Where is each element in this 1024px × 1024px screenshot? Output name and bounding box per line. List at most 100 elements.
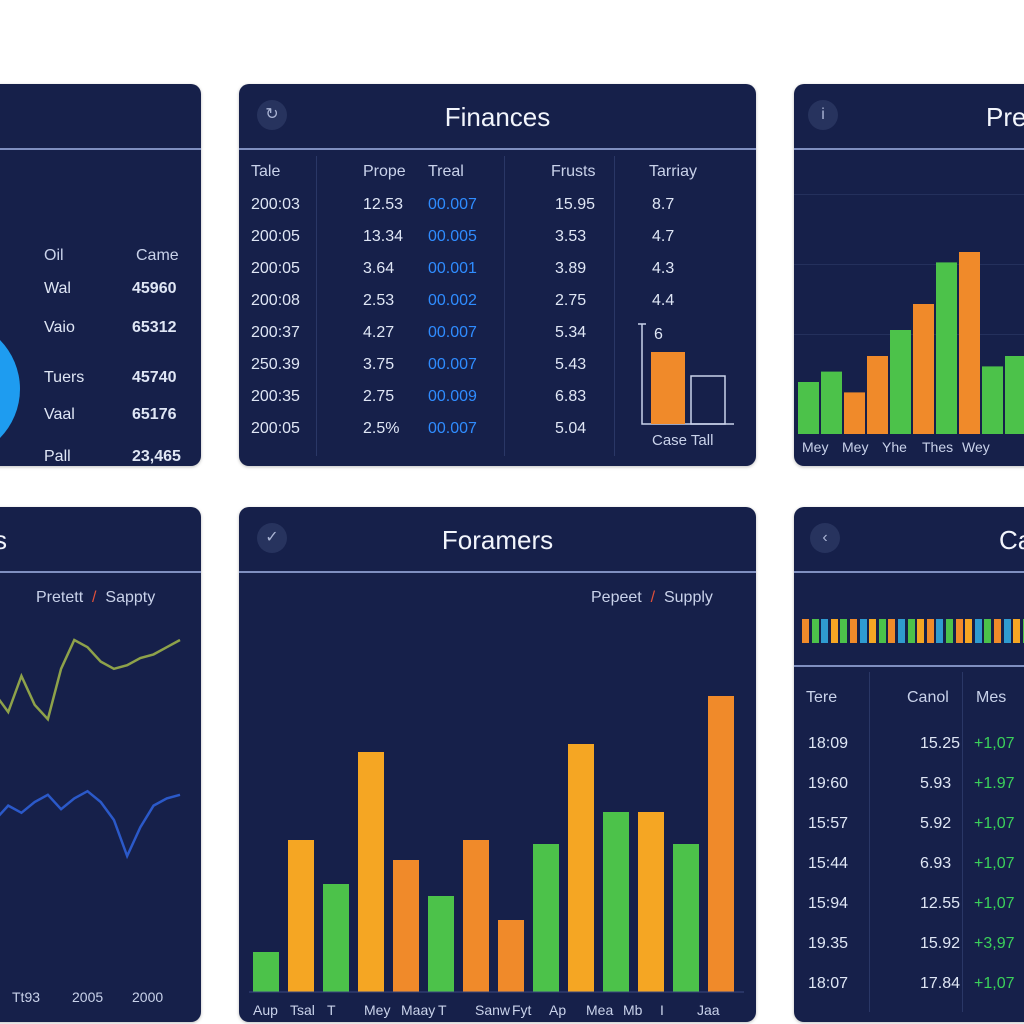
finances-cell: 00.005 bbox=[428, 228, 477, 245]
finances-mini-chart: 6 Case Tall bbox=[638, 323, 734, 449]
trend-legend: Pretett / Sappty bbox=[36, 589, 156, 606]
finances-cell: 3.89 bbox=[555, 260, 587, 277]
pre-bar bbox=[821, 371, 842, 434]
foramers-bar bbox=[638, 812, 664, 992]
pre-title: Pre bbox=[986, 102, 1024, 132]
finances-cell: 4.27 bbox=[363, 324, 395, 341]
legend-label-a: Pretett bbox=[36, 589, 84, 606]
color-stripe bbox=[869, 619, 877, 643]
foramers-legend: Pepeet / Supply bbox=[591, 589, 713, 606]
finances-cell: 2.75 bbox=[363, 388, 395, 405]
finances-cell: 5.34 bbox=[555, 324, 587, 341]
summary-col-header-2: Came bbox=[136, 247, 179, 264]
pre-bar-chart: Mey Mey Yhe Thes Wey bbox=[798, 252, 1024, 455]
ca-card: ‹ Ca Tere Canol Mes 18:09 15.25 +1,07 19:60… bbox=[794, 507, 1024, 1022]
pre-x-label: Mey bbox=[802, 439, 828, 455]
finances-col-prope: Prope bbox=[363, 163, 406, 180]
foramers-bar bbox=[533, 844, 559, 992]
pre-x-label: Mey bbox=[842, 439, 868, 455]
foramers-x-label: T bbox=[438, 1002, 447, 1018]
ca-col-canol: Canol bbox=[907, 689, 949, 706]
pre-bar bbox=[867, 356, 888, 434]
finances-title: Finances bbox=[444, 102, 551, 132]
finances-col-tale: Tale bbox=[251, 163, 281, 180]
summary-row-label: Tuers bbox=[44, 369, 85, 386]
color-stripe bbox=[878, 619, 886, 643]
pre-bar bbox=[913, 304, 934, 434]
foramers-card: ✓ Foramers Pepeet / Supply Aup Tsal T Mey Ma… bbox=[239, 507, 756, 1022]
refresh-icon[interactable]: ↻ bbox=[257, 100, 287, 130]
pre-card-header: i Pre bbox=[794, 84, 1024, 150]
finances-col-frusts: Frusts bbox=[551, 163, 596, 180]
ca-title: Ca bbox=[999, 525, 1024, 555]
foramers-x-label: Mea bbox=[586, 1002, 613, 1018]
trend-x-label: 2000 bbox=[132, 989, 163, 1005]
finances-cell: 3.64 bbox=[363, 260, 395, 277]
ca-cell: +1.97 bbox=[974, 775, 1015, 792]
summary-row-value: 65312 bbox=[132, 319, 177, 336]
foramers-bar bbox=[288, 840, 314, 992]
foramers-x-label: Fyt bbox=[512, 1002, 532, 1018]
foramers-bar-chart: Aup Tsal T Mey Maay T Sanw Fyt Ap Mea Mb I Jaa bbox=[249, 696, 744, 1018]
color-stripe bbox=[1003, 619, 1011, 643]
foramers-bar bbox=[253, 952, 279, 992]
foramers-x-label: Sanw bbox=[475, 1002, 511, 1018]
pre-bar bbox=[982, 366, 1003, 434]
trend-title: s bbox=[0, 525, 7, 555]
color-stripe bbox=[802, 619, 809, 643]
finances-cell: 00.001 bbox=[428, 260, 477, 277]
summary-row-value: 65176 bbox=[132, 406, 177, 423]
color-stripe bbox=[936, 619, 944, 643]
finances-cell: 5.43 bbox=[555, 356, 587, 373]
finances-cell: 200:08 bbox=[251, 292, 300, 309]
foramers-card-header: ✓ Foramers bbox=[239, 507, 756, 573]
ca-cell: 17.84 bbox=[920, 975, 961, 992]
ca-cell: +1,07 bbox=[974, 815, 1015, 832]
color-stripe bbox=[955, 619, 963, 643]
ca-cell: 15:57 bbox=[808, 815, 849, 832]
ca-cell: 18:07 bbox=[808, 975, 849, 992]
pre-bar bbox=[1005, 356, 1024, 434]
color-stripe bbox=[946, 619, 953, 643]
trend-line-chart: Tt93 2005 2000 bbox=[0, 638, 181, 1005]
finances-cell: 8.7 bbox=[652, 196, 675, 213]
summary-row-label: Pall bbox=[44, 448, 71, 465]
ca-color-strip bbox=[802, 619, 1024, 643]
pre-x-label: Thes bbox=[922, 439, 953, 455]
pre-bar bbox=[844, 392, 865, 434]
pre-card: i Pre Mey Mey Yhe Thes Wey bbox=[794, 84, 1024, 466]
color-stripe bbox=[994, 619, 1001, 643]
color-stripe bbox=[917, 619, 925, 643]
mini-bar-1 bbox=[651, 352, 685, 424]
mini-chart-label: Case Tall bbox=[652, 432, 713, 449]
ca-card-header: ‹ Ca bbox=[794, 507, 1024, 573]
finances-cell: 15.95 bbox=[555, 196, 596, 213]
finances-cell: 200:05 bbox=[251, 228, 300, 245]
mini-chart-value-label: 6 bbox=[654, 326, 663, 343]
finances-col-tarriay: Tarriay bbox=[649, 163, 698, 180]
legend-label-b: Supply bbox=[663, 589, 713, 606]
trend-card-header: s bbox=[0, 507, 201, 573]
info-icon[interactable]: i bbox=[808, 100, 838, 130]
color-stripe bbox=[840, 619, 848, 643]
finances-cell: 00.009 bbox=[428, 388, 477, 405]
finances-cell: 5.04 bbox=[555, 420, 587, 437]
color-stripe bbox=[830, 619, 838, 643]
finances-cell: 3.75 bbox=[363, 356, 395, 373]
foramers-bar bbox=[498, 920, 524, 992]
foramers-bar bbox=[463, 840, 489, 992]
ca-cell: 18:09 bbox=[808, 735, 849, 752]
foramers-title: Foramers bbox=[441, 525, 554, 555]
foramers-x-label: T bbox=[327, 1002, 336, 1018]
pointer-icon[interactable]: ‹ bbox=[810, 523, 840, 553]
color-stripe bbox=[1013, 619, 1021, 643]
check-icon[interactable]: ✓ bbox=[257, 523, 287, 553]
finances-cell: 200:05 bbox=[251, 420, 300, 437]
finances-cell: 250.39 bbox=[251, 356, 300, 373]
summary-row-value: 45740 bbox=[132, 369, 177, 386]
finances-cell: 00.007 bbox=[428, 324, 477, 341]
ca-cell: +1,07 bbox=[974, 895, 1015, 912]
ca-col-tere: Tere bbox=[806, 689, 838, 706]
ca-cell: 5.92 bbox=[920, 815, 952, 832]
foramers-bar bbox=[673, 844, 699, 992]
